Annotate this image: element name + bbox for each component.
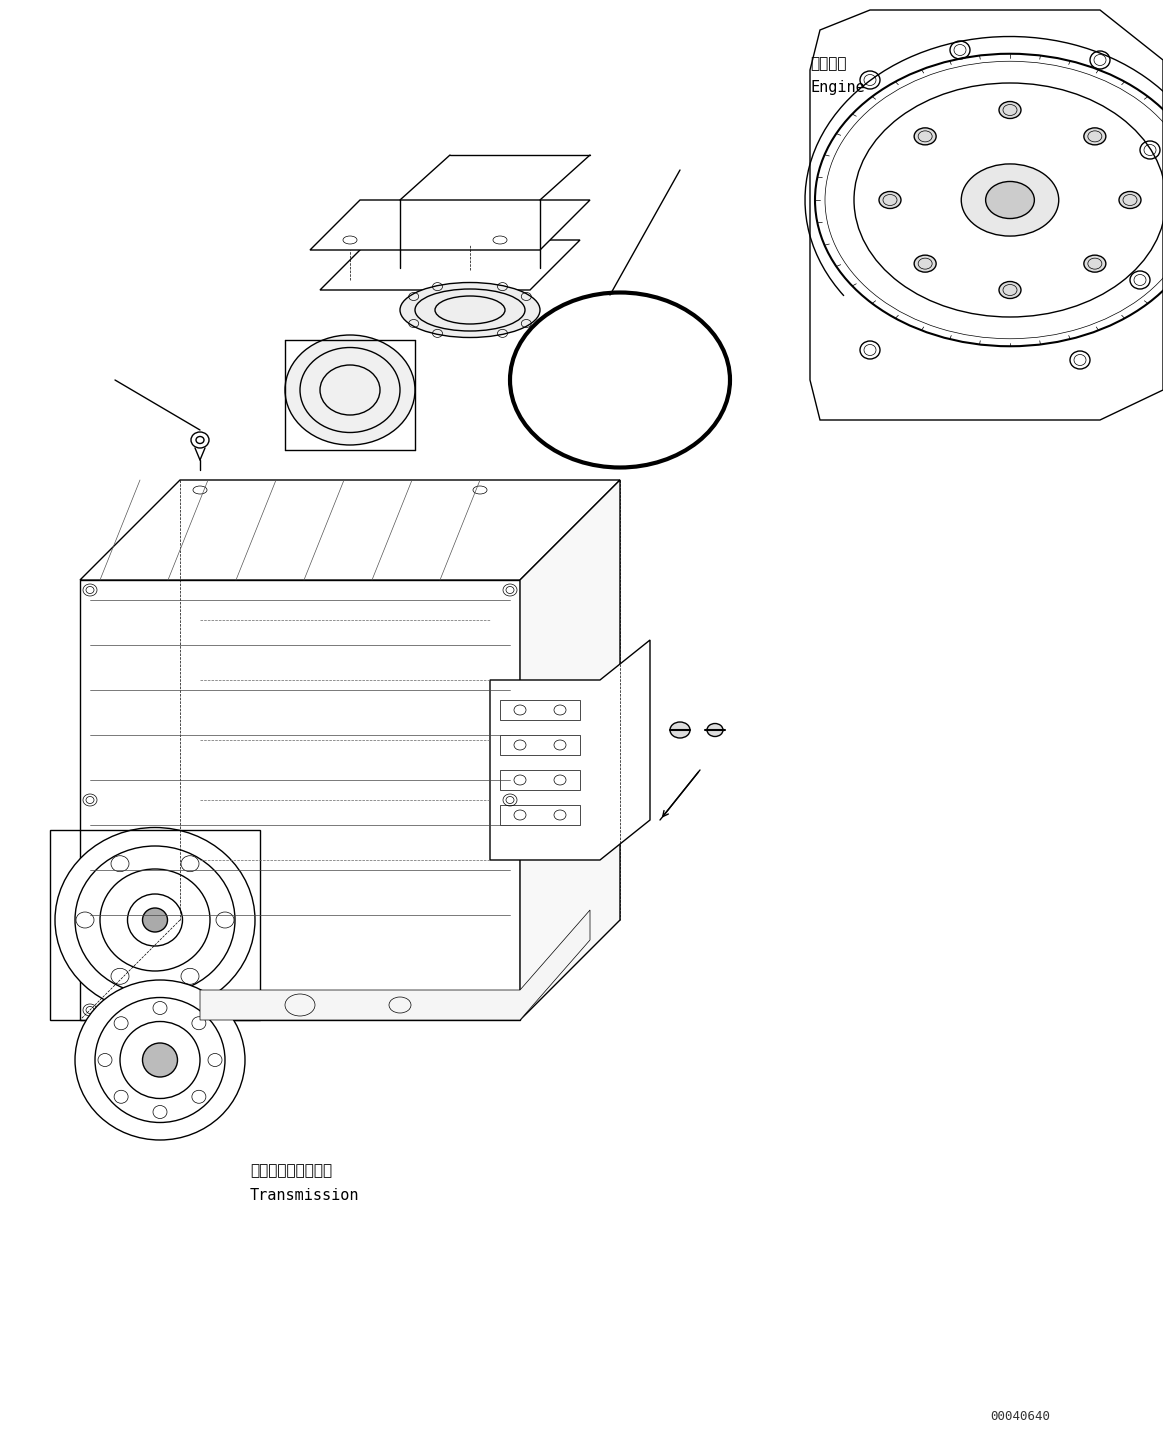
Ellipse shape bbox=[143, 1043, 178, 1077]
Ellipse shape bbox=[914, 256, 936, 272]
Ellipse shape bbox=[1084, 128, 1106, 145]
Polygon shape bbox=[320, 240, 580, 291]
Ellipse shape bbox=[670, 722, 690, 738]
Ellipse shape bbox=[55, 828, 255, 1013]
Text: Engine: Engine bbox=[809, 80, 865, 94]
Bar bbox=[500, 805, 580, 825]
Polygon shape bbox=[80, 580, 520, 1020]
Bar bbox=[500, 700, 580, 721]
Ellipse shape bbox=[914, 128, 936, 145]
Ellipse shape bbox=[400, 282, 540, 337]
Ellipse shape bbox=[985, 182, 1034, 218]
Ellipse shape bbox=[815, 54, 1163, 346]
Bar bbox=[500, 770, 580, 790]
Polygon shape bbox=[311, 201, 590, 250]
Polygon shape bbox=[520, 479, 620, 1020]
Polygon shape bbox=[200, 910, 590, 1020]
Ellipse shape bbox=[999, 282, 1021, 298]
Ellipse shape bbox=[962, 164, 1058, 235]
Polygon shape bbox=[490, 639, 650, 860]
Text: エンジン: エンジン bbox=[809, 57, 847, 71]
Ellipse shape bbox=[1084, 256, 1106, 272]
Ellipse shape bbox=[879, 192, 901, 208]
Ellipse shape bbox=[74, 979, 245, 1141]
Polygon shape bbox=[80, 479, 620, 580]
Ellipse shape bbox=[1119, 192, 1141, 208]
Bar bbox=[500, 735, 580, 756]
Ellipse shape bbox=[707, 724, 723, 737]
Ellipse shape bbox=[999, 102, 1021, 119]
Text: 00040640: 00040640 bbox=[990, 1409, 1050, 1422]
Text: トランスミッション: トランスミッション bbox=[250, 1162, 333, 1178]
Ellipse shape bbox=[143, 908, 167, 931]
Ellipse shape bbox=[285, 336, 415, 445]
Text: Transmission: Transmission bbox=[250, 1189, 359, 1203]
